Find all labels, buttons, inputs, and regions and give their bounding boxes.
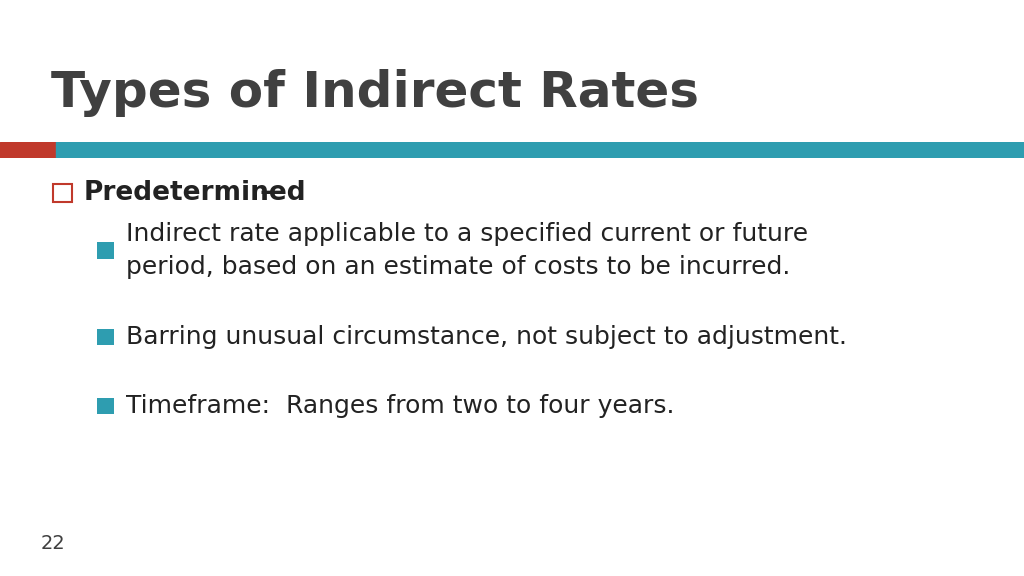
Text: Predetermined: Predetermined [84, 180, 306, 206]
Bar [53, 184, 72, 202]
Text: Barring unusual circumstance, not subject to adjustment.: Barring unusual circumstance, not subjec… [126, 325, 847, 349]
Text: Timeframe:  Ranges from two to four years.: Timeframe: Ranges from two to four years… [126, 394, 675, 418]
Bar [97, 398, 114, 414]
Text: 22: 22 [41, 534, 66, 553]
Text: –: – [251, 180, 273, 206]
Bar [97, 242, 114, 259]
Text: Types of Indirect Rates: Types of Indirect Rates [51, 69, 699, 117]
Text: Indirect rate applicable to a specified current or future
period, based on an es: Indirect rate applicable to a specified … [126, 222, 808, 279]
Bar [97, 329, 114, 345]
Bar [0, 142, 56, 158]
